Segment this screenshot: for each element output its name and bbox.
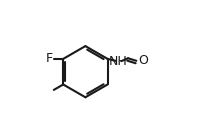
Text: NH: NH xyxy=(109,55,128,68)
Text: O: O xyxy=(138,54,148,67)
Text: F: F xyxy=(46,52,53,65)
